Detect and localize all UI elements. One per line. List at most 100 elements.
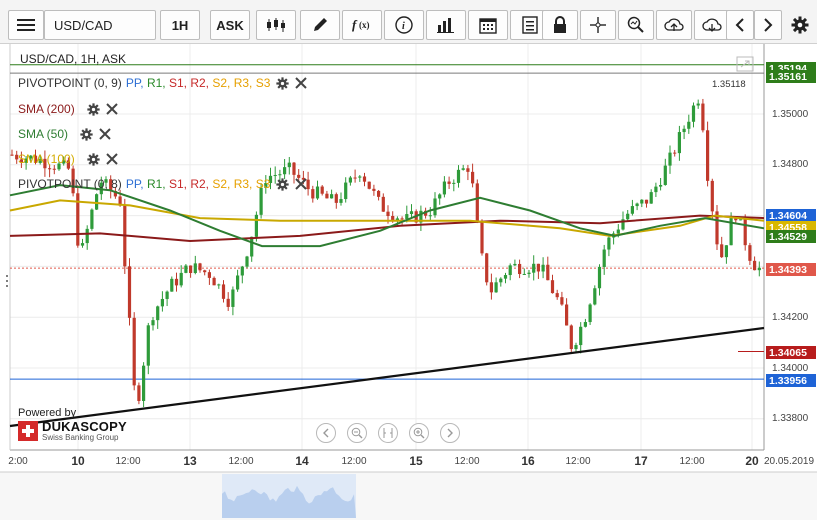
volume-button[interactable]	[426, 10, 466, 40]
info-button[interactable]: i	[384, 10, 424, 40]
x-tick-label: 17	[634, 454, 648, 468]
draw-button[interactable]	[300, 10, 340, 40]
candle-body	[264, 183, 268, 188]
indicator-sma50: SMA (50)	[18, 127, 111, 141]
pivot1-remove[interactable]	[295, 77, 308, 89]
candle-body	[259, 187, 263, 215]
indicator-pivot1: PIVOTPOINT (0, 9) PP, R1, S1, R2, S2, R3…	[18, 76, 308, 90]
candle-body	[76, 193, 80, 246]
scroll-right-button[interactable]	[440, 423, 460, 443]
candle-body	[142, 365, 146, 401]
indicator-pivot2: PIVOTPOINT (0, 8) PP, R1, S1, R2, S2, R3…	[18, 177, 308, 191]
powered-by: Powered by	[18, 407, 77, 419]
candle-body	[334, 194, 338, 203]
scroll-left-button[interactable]	[316, 423, 336, 443]
settings-button[interactable]	[786, 10, 814, 40]
pivot-level-label: R3,	[233, 76, 256, 90]
lock-button[interactable]	[542, 10, 578, 40]
calendar-button[interactable]	[468, 10, 508, 40]
candle-body	[179, 272, 183, 286]
upload-button[interactable]	[656, 10, 692, 40]
candle-body	[701, 103, 705, 131]
lock-icon	[554, 16, 566, 33]
candles-icon	[267, 18, 285, 32]
candle-body	[189, 265, 193, 274]
pivot2-settings[interactable]	[276, 177, 290, 191]
candle-body	[508, 265, 512, 276]
sma200-remove[interactable]	[105, 103, 118, 115]
timeframe-selector[interactable]: 1H	[160, 10, 200, 40]
candle-body	[90, 209, 94, 229]
price-chart[interactable]	[0, 44, 817, 520]
candle-body	[442, 181, 446, 195]
x-tick-label: 12:00	[679, 456, 705, 467]
price-tag: 1.33956	[766, 374, 816, 387]
candle-body	[729, 218, 733, 246]
prev-button[interactable]	[726, 10, 754, 40]
candle-body	[381, 196, 385, 212]
candle-body	[132, 317, 136, 386]
fit-icon	[383, 428, 393, 438]
pivot-level-label: PP,	[125, 177, 147, 191]
menu-button[interactable]	[8, 10, 44, 40]
candle-body	[391, 215, 395, 221]
candle-body	[738, 219, 743, 221]
sma100-settings[interactable]	[87, 152, 100, 166]
zoom-in-button[interactable]	[409, 423, 429, 443]
x-tick-label: 12:00	[228, 456, 254, 467]
candle-body	[231, 289, 235, 307]
candle-body	[24, 158, 28, 163]
indicator-sma100-label: SMA (100)	[18, 152, 75, 166]
candle-body	[626, 213, 630, 220]
side-selector[interactable]: ASK	[210, 10, 250, 40]
price-tag: 1.35161	[766, 70, 816, 83]
candle-body	[607, 237, 611, 250]
sma50-remove[interactable]	[99, 128, 111, 140]
download-icon	[702, 18, 722, 32]
sma200-settings[interactable]	[87, 102, 100, 116]
pivot2-remove[interactable]	[295, 178, 308, 190]
chevron-left-icon	[323, 428, 329, 438]
candle-body	[677, 132, 681, 154]
pivot1-settings[interactable]	[276, 76, 290, 90]
resize-handle[interactable]	[4, 273, 10, 289]
price-tag: 1.34065	[766, 346, 816, 359]
candle-body	[419, 210, 423, 223]
candle-body	[621, 219, 625, 230]
pivot-level-label: S3	[255, 177, 271, 191]
sma50-settings[interactable]	[80, 127, 93, 141]
sma100-remove[interactable]	[105, 153, 118, 165]
svg-text:f: f	[352, 17, 358, 32]
candle-body	[757, 267, 761, 271]
download-button[interactable]	[694, 10, 730, 40]
pivot-level-label: R3,	[233, 177, 256, 191]
candle-body	[555, 293, 559, 298]
candle-body	[644, 199, 649, 204]
chart-type-button[interactable]	[256, 10, 296, 40]
zoom-button[interactable]	[618, 10, 654, 40]
candle-body	[550, 280, 555, 294]
indicators-button[interactable]: f (x)	[342, 10, 382, 40]
next-icon	[764, 18, 773, 32]
list-icon	[522, 16, 538, 34]
grip-icon	[6, 275, 8, 287]
candle-body	[268, 175, 273, 184]
pivot-level-label: S2,	[212, 177, 234, 191]
candle-body	[597, 266, 602, 289]
candle-body	[38, 158, 42, 163]
zoom-out-button[interactable]	[347, 423, 367, 443]
pivot-level-label: S2,	[212, 76, 234, 90]
function-icon: f (x)	[352, 17, 370, 32]
sma200-line	[9, 214, 765, 243]
crosshair-button[interactable]	[580, 10, 616, 40]
x-tick-label: 12:00	[565, 456, 591, 467]
fullscreen-button[interactable]	[735, 55, 755, 73]
next-button[interactable]	[754, 10, 782, 40]
fit-button[interactable]	[378, 423, 398, 443]
candle-body	[602, 249, 606, 267]
candle-body	[386, 211, 390, 216]
symbol-selector[interactable]: USD/CAD	[44, 10, 156, 40]
svg-text:i: i	[402, 21, 405, 32]
pivot-level-label: R2,	[190, 76, 213, 90]
candle-body	[518, 263, 522, 275]
